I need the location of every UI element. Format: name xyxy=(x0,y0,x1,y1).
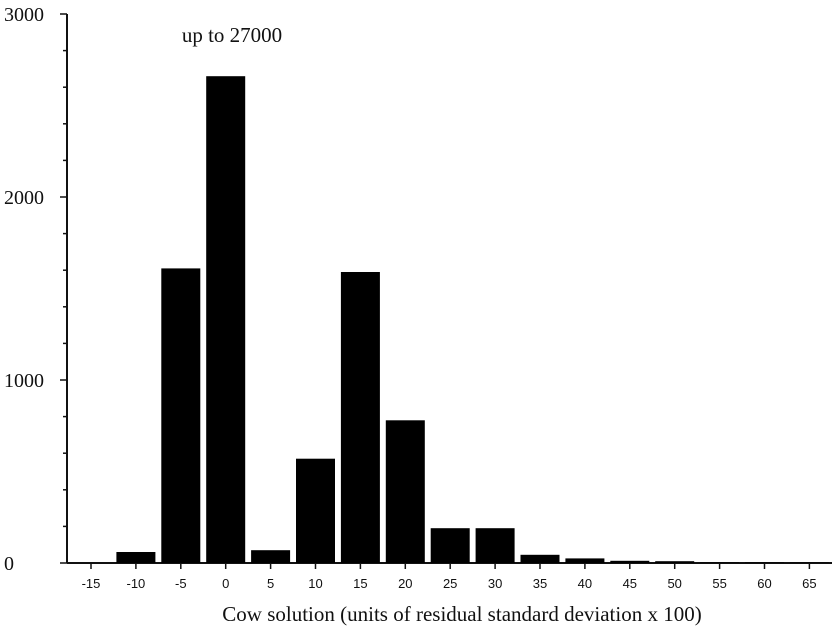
x-tick-label: 20 xyxy=(398,576,412,591)
x-tick-label: -5 xyxy=(175,576,187,591)
x-tick-label: 50 xyxy=(667,576,681,591)
bar-30 xyxy=(475,528,515,563)
bars-group xyxy=(116,76,829,563)
bar-45 xyxy=(610,560,650,563)
x-tick-label: 55 xyxy=(712,576,726,591)
bar-5 xyxy=(251,550,291,563)
bar--5 xyxy=(161,268,201,563)
chart-annotation: up to 27000 xyxy=(182,23,282,47)
x-tick-label: 65 xyxy=(802,576,816,591)
bar-10 xyxy=(296,458,335,563)
y-tick-label: 1000 xyxy=(4,370,44,392)
bar-25 xyxy=(430,528,470,563)
bar-40 xyxy=(565,558,605,563)
x-tick-label: 0 xyxy=(222,576,229,591)
x-tick-label: 60 xyxy=(757,576,771,591)
y-tick-label: 2000 xyxy=(4,187,44,209)
x-tick-label: 10 xyxy=(308,576,322,591)
y-ticks-group: 0 1000 2000 3000 xyxy=(4,4,67,575)
bar-50 xyxy=(655,561,695,563)
x-tick-label: 25 xyxy=(443,576,457,591)
bar-35 xyxy=(520,554,560,563)
x-ticks-group: -15 -10 -5 0 5 10 15 20 25 30 35 40 45 50 55 60 65 xyxy=(82,563,817,591)
y-tick-label: 3000 xyxy=(4,4,44,26)
bar-60 xyxy=(745,562,784,563)
bar-15 xyxy=(340,272,380,563)
bar-55 xyxy=(700,562,740,563)
y-tick-label: 0 xyxy=(4,553,14,575)
x-axis-label: Cow solution (units of residual standard… xyxy=(222,602,701,626)
x-tick-label: -10 xyxy=(127,576,146,591)
bar-20 xyxy=(385,420,425,563)
x-tick-label: 5 xyxy=(267,576,274,591)
bar-0 xyxy=(206,76,246,563)
x-tick-label: 30 xyxy=(488,576,502,591)
bar--10 xyxy=(116,552,156,563)
x-tick-label: 45 xyxy=(623,576,637,591)
x-tick-label: -15 xyxy=(82,576,101,591)
x-tick-label: 15 xyxy=(353,576,367,591)
x-tick-label: 40 xyxy=(578,576,592,591)
x-tick-label: 35 xyxy=(533,576,547,591)
